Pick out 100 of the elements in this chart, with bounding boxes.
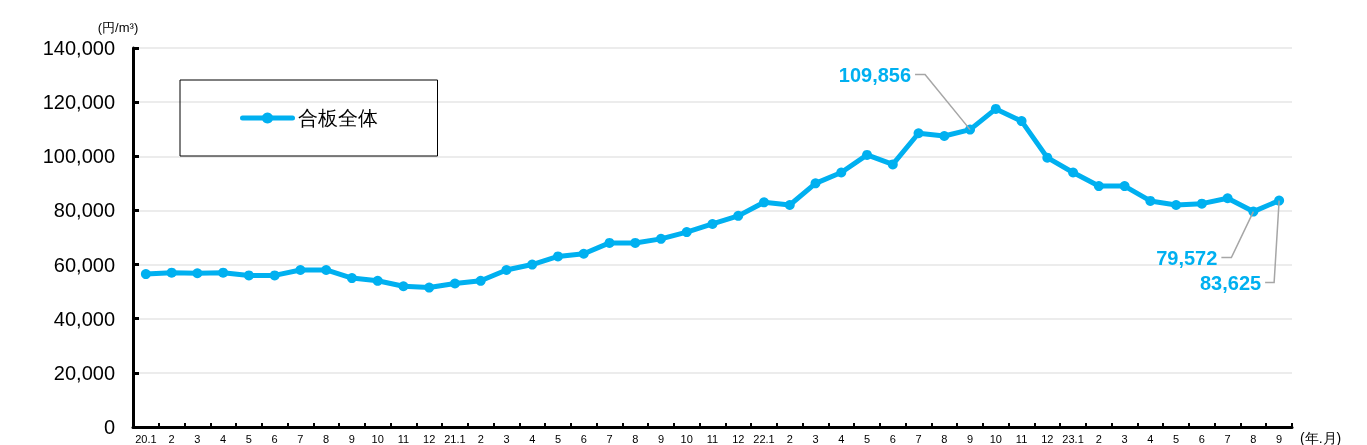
- point: [192, 268, 203, 279]
- point: [1248, 206, 1259, 217]
- x-tick-label: 6: [580, 432, 587, 445]
- x-tick-label: 8: [323, 432, 330, 445]
- x-tick-label: 2: [477, 432, 484, 445]
- x-tick-label: 9: [348, 432, 355, 445]
- point: [836, 167, 847, 178]
- y-tick-label: 0: [103, 416, 115, 438]
- point: [321, 264, 332, 275]
- x-tick-label: 7: [297, 432, 304, 445]
- text: 79,572: [1156, 246, 1218, 269]
- x-tick-label: 10: [371, 432, 384, 445]
- text: 83,625: [1199, 271, 1262, 294]
- point: [733, 210, 744, 221]
- x-tick-label: 3: [812, 432, 819, 445]
- point: [707, 218, 718, 229]
- x-tick-label: 9: [966, 432, 974, 445]
- x-tick-label: 3: [194, 432, 201, 445]
- point: [1119, 181, 1130, 192]
- point: [1222, 193, 1233, 204]
- x-tick-label: 5: [863, 432, 871, 445]
- point: [449, 278, 460, 289]
- point: [424, 282, 435, 293]
- x-tick-label: 6: [271, 432, 278, 445]
- x-tick-label: 5: [554, 432, 562, 445]
- x-axis-title: (年.月): [1300, 430, 1342, 445]
- x-tick-label: 8: [1250, 432, 1257, 445]
- point: [630, 237, 641, 248]
- point: [656, 233, 666, 244]
- x-tick-label: 11: [1015, 432, 1028, 445]
- x-tick-label: 6: [889, 432, 896, 445]
- point: [501, 264, 512, 275]
- point: [862, 149, 873, 160]
- point: [1093, 181, 1104, 192]
- y-tick-label: 100,000: [42, 145, 115, 168]
- x-tick-label: 12: [1041, 432, 1054, 445]
- x-tick-label: 7: [606, 432, 613, 445]
- x-tick-label: 7: [1224, 432, 1231, 445]
- x-tick-label: 4: [838, 432, 845, 445]
- point: [346, 273, 357, 284]
- point: [1171, 200, 1182, 211]
- point: [243, 270, 254, 281]
- point: [398, 281, 409, 292]
- y-tick-label: 60,000: [53, 253, 115, 276]
- point: [295, 264, 306, 275]
- point: [1042, 152, 1053, 163]
- x-tick-label: 9: [657, 432, 665, 445]
- x-tick-label: 8: [941, 432, 948, 445]
- point: [1145, 195, 1156, 206]
- x-tick-label: 10: [989, 432, 1002, 445]
- point: [759, 197, 770, 208]
- point: [218, 267, 229, 278]
- x-tick-label: 5: [245, 432, 252, 445]
- point: [990, 103, 1001, 114]
- x-tick-label: 9: [1276, 432, 1283, 445]
- point: [1016, 116, 1027, 127]
- x-tick-label: 2: [168, 432, 175, 445]
- point: [965, 124, 976, 135]
- x-tick-label: 21.1: [444, 432, 466, 445]
- x-tick-label: 11: [706, 432, 719, 445]
- point: [269, 270, 280, 281]
- x-tick-label: 2: [786, 432, 793, 445]
- point: [681, 227, 692, 238]
- point: [604, 237, 615, 248]
- point: [887, 159, 898, 170]
- x-tick-label: 10: [680, 432, 693, 445]
- point: [578, 248, 589, 259]
- point: [810, 178, 821, 189]
- point: [1196, 198, 1207, 209]
- y-tick-label: 140,000: [42, 37, 115, 59]
- x-tick-label: 2: [1095, 432, 1102, 445]
- x-tick-label: 8: [632, 432, 639, 445]
- text: 109,856: [838, 63, 912, 86]
- x-tick-label: 3: [1121, 432, 1128, 445]
- x-tick-label: 4: [529, 432, 536, 445]
- x-tick-label: 12: [423, 432, 436, 445]
- point: [552, 251, 563, 262]
- point: [475, 275, 486, 286]
- y-tick-label: 40,000: [53, 307, 115, 330]
- x-tick-label: 22.1: [753, 432, 775, 445]
- x-tick-label: 20.1: [135, 432, 157, 445]
- x-tick-label: 6: [1198, 432, 1205, 445]
- point: [140, 269, 151, 280]
- point: [527, 259, 538, 270]
- y-tick-label: 20,000: [53, 361, 115, 384]
- point: [372, 275, 383, 286]
- x-tick-label: 7: [915, 432, 922, 445]
- x-tick-label: 23.1: [1062, 432, 1084, 445]
- point: [784, 200, 795, 211]
- point: [166, 267, 177, 278]
- y-tick-label: 120,000: [42, 91, 115, 114]
- y-axis-title: (円/m³): [97, 20, 139, 35]
- point: [939, 130, 950, 141]
- point: [913, 128, 924, 139]
- y-tick-label: 80,000: [53, 199, 115, 222]
- x-tick-label: 5: [1173, 432, 1180, 445]
- legend-label: 合板全体: [297, 107, 378, 129]
- x-tick-label: 3: [503, 432, 510, 445]
- x-tick-label: 4: [220, 432, 227, 445]
- x-tick-label: 12: [732, 432, 745, 445]
